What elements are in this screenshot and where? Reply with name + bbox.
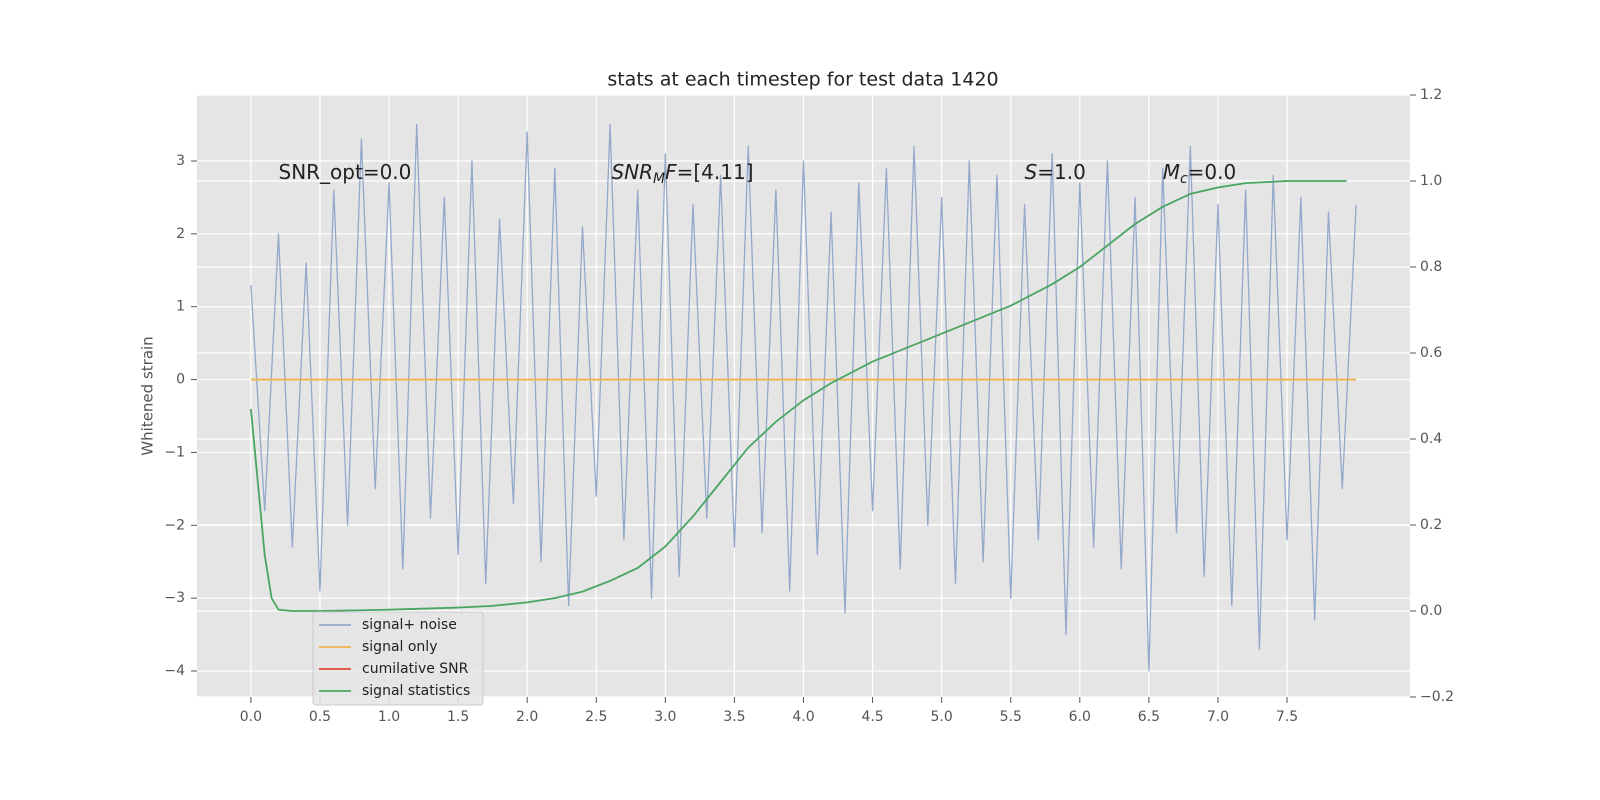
annotation-part: M [1163,160,1180,184]
x-tick-label: 6.5 [1138,709,1160,725]
annotation-part: SNR_opt=0.0 [279,160,412,184]
labels: 0.0 0.5 1.0 1.5 2.0 2.5 3.0 3.5 4.0 4.5 5.0 5.5 6.0 6… [164,87,1454,725]
annotation-part: S [1025,160,1038,184]
legend-label: signal+ noise [362,617,457,633]
y2-tick-label: 0.4 [1420,431,1442,447]
annotation-part: =[4.11] [677,160,754,184]
x-tick-label: 7.0 [1207,709,1229,725]
y2-tick-label: 1.0 [1420,173,1442,189]
y-tick-label: 1 [176,299,185,315]
chart-title: stats at each timestep for test data 142… [607,69,998,91]
y-axis-label: Whitened strain [139,336,157,455]
x-tick-label: 6.0 [1069,709,1091,725]
y-tick-label: −4 [164,663,185,679]
annotation-part: c [1180,171,1188,187]
legend-label: signal only [362,639,437,655]
x-tick-label: 2.5 [585,709,607,725]
legend-box [312,611,484,706]
annotation: SNR_opt=0.0 [279,160,412,184]
annotation: SNRMF=[4.11] [611,160,753,188]
y-tick-label: −1 [164,444,185,460]
annotation-part: SNR [611,160,653,184]
y-tick-label: 3 [176,153,185,169]
legend-label: signal statistics [362,683,470,699]
y2-tick-label: 0.0 [1420,603,1442,619]
y-tick-label: 0 [176,372,185,388]
x-tick-label: 4.5 [861,709,883,725]
y2-tick-label: 0.2 [1420,517,1442,533]
x-tick-label: 2.0 [516,709,538,725]
marks [249,123,1357,672]
x-tick-label: 4.0 [792,709,814,725]
annotation-part: =0.0 [1188,160,1237,184]
annotation: Mc=0.0 [1163,160,1237,188]
y-tick-label: −2 [164,517,185,533]
x-tick-label: 0.5 [309,709,331,725]
annotation-part: =1.0 [1037,160,1086,184]
y2-tick-label: −0.2 [1420,689,1454,705]
legend-label: cumilative SNR [362,661,469,677]
x-tick-label: 3.0 [654,709,676,725]
x-tick-label: 1.0 [378,709,400,725]
series-line [250,123,1357,672]
x-tick-label: 5.5 [1000,709,1022,725]
x-tick-label: 7.5 [1276,709,1298,725]
y-tick-label: −3 [164,590,185,606]
annotation-part: M [653,171,665,187]
x-tick-label: 1.5 [447,709,469,725]
annotation-part: F [665,160,677,184]
y2-tick-label: 1.2 [1420,87,1442,103]
x-tick-label: 3.5 [723,709,745,725]
annotation: S=1.0 [1025,160,1086,184]
x-tick-label: 5.0 [931,709,953,725]
x-tick-label: 0.0 [240,709,262,725]
y2-tick-label: 0.6 [1420,345,1442,361]
series-line [249,180,1347,612]
y2-tick-label: 0.8 [1420,259,1442,275]
y-tick-label: 2 [176,226,185,242]
